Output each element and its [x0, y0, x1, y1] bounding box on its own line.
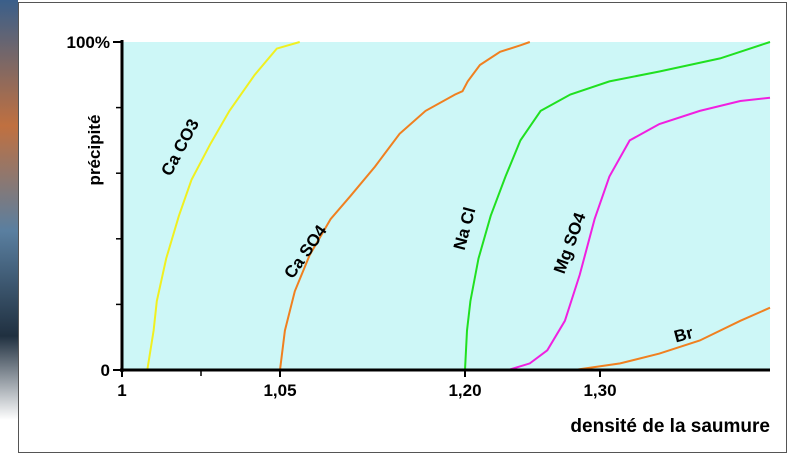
plot-area	[122, 42, 770, 370]
series-line	[279, 41, 531, 371]
y-tick-label: 0	[101, 361, 110, 380]
curve-label: Br	[672, 323, 696, 346]
photo-strip	[0, 0, 18, 420]
x-tick-label: 1,05	[263, 381, 296, 400]
x-tick-label: 1	[117, 381, 126, 400]
series-line	[574, 306, 771, 371]
y-axis-label: précipité	[85, 115, 104, 186]
series-line	[464, 41, 771, 371]
series-line	[507, 96, 771, 371]
x-axis-label: densité de la saumure	[570, 416, 770, 437]
x-tick-label: 1,20	[448, 381, 481, 400]
series-line	[146, 41, 300, 371]
x-tick-label: 1,30	[583, 381, 616, 400]
y-tick-label: 100%	[67, 33, 110, 52]
